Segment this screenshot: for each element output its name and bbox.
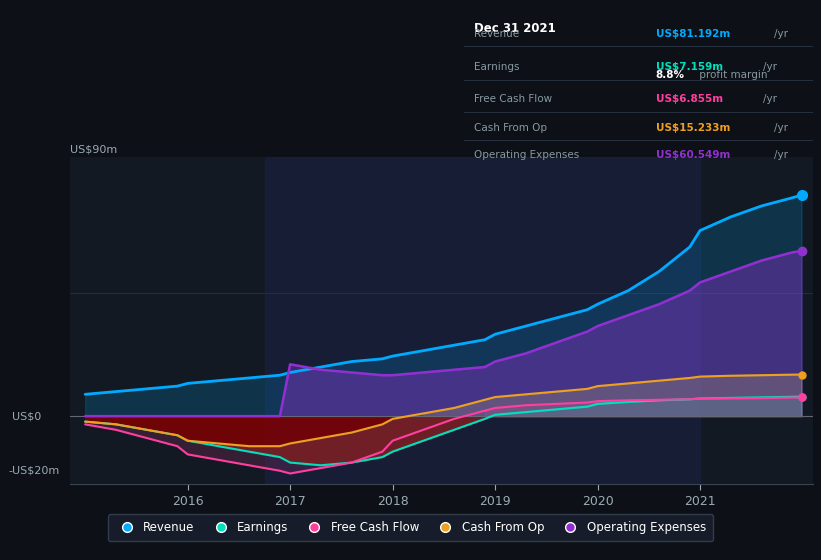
Legend: Revenue, Earnings, Free Cash Flow, Cash From Op, Operating Expenses: Revenue, Earnings, Free Cash Flow, Cash …	[108, 514, 713, 542]
Text: /yr: /yr	[774, 123, 788, 133]
Text: /yr: /yr	[774, 150, 788, 160]
Text: Operating Expenses: Operating Expenses	[475, 150, 580, 160]
Text: US$90m: US$90m	[70, 144, 117, 154]
Text: 8.8%: 8.8%	[656, 70, 685, 80]
Text: -US$20m: -US$20m	[8, 466, 59, 476]
Text: Cash From Op: Cash From Op	[475, 123, 548, 133]
Text: US$0: US$0	[12, 411, 42, 421]
Text: US$60.549m: US$60.549m	[656, 150, 730, 160]
Text: Earnings: Earnings	[475, 62, 520, 72]
Text: Dec 31 2021: Dec 31 2021	[475, 22, 556, 35]
Text: /yr: /yr	[764, 94, 777, 104]
Text: /yr: /yr	[764, 62, 777, 72]
Text: /yr: /yr	[774, 29, 788, 39]
Text: US$6.855m: US$6.855m	[656, 94, 723, 104]
Bar	[264, 157, 700, 484]
Text: US$15.233m: US$15.233m	[656, 123, 730, 133]
Text: US$7.159m: US$7.159m	[656, 62, 723, 72]
Text: Free Cash Flow: Free Cash Flow	[475, 94, 553, 104]
Text: US$81.192m: US$81.192m	[656, 29, 730, 39]
Text: Revenue: Revenue	[475, 29, 520, 39]
Text: profit margin: profit margin	[696, 70, 768, 80]
